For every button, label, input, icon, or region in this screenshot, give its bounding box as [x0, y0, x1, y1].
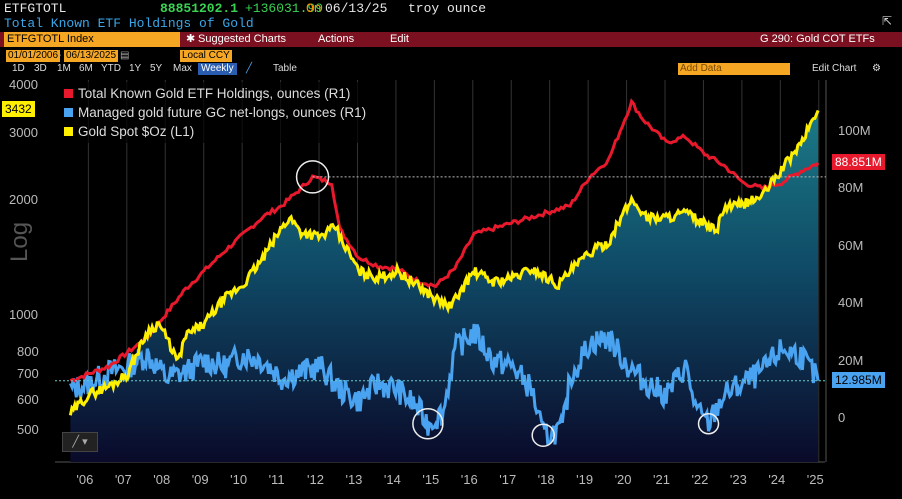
calendar-icon[interactable]: ▤ — [120, 50, 130, 61]
legend-label-etf: Total Known Gold ETF Holdings, ounces (R… — [78, 86, 351, 101]
period-1m[interactable]: 1M — [57, 63, 71, 74]
template-link[interactable]: G 290: Gold COT ETFs — [760, 33, 875, 45]
managed-net-longs-line — [69, 323, 820, 447]
legend-item-etf[interactable]: Total Known Gold ETF Holdings, ounces (R… — [64, 84, 366, 103]
last-value: 88851202.1 — [160, 1, 239, 16]
left-tick-label: 700 — [17, 365, 39, 381]
period-6m[interactable]: 6M — [79, 63, 93, 74]
x-tick-label: '14 — [383, 472, 401, 487]
x-tick-label: '16 — [460, 472, 478, 487]
legend-label-nets: Managed gold future GC net-longs, ounces… — [78, 105, 367, 120]
axis-scale-label: Log — [6, 221, 33, 262]
legend-swatch-gold — [64, 127, 73, 136]
table-button[interactable]: Table — [273, 63, 297, 74]
chart-type-icon[interactable]: ╱ — [246, 63, 253, 74]
x-tick-label: '23 — [729, 472, 747, 487]
date-separator: - — [58, 50, 62, 61]
period-3d[interactable]: 3D — [34, 63, 47, 74]
start-date-field[interactable]: 01/01/2006 — [6, 50, 61, 62]
left-tick-label: 1000 — [9, 306, 38, 322]
x-tick-label: '12 — [307, 472, 324, 487]
change-value: +136031.99 — [245, 1, 324, 16]
x-tick-label: '22 — [691, 472, 709, 487]
x-tick-label: '06 — [76, 472, 94, 487]
period-1y[interactable]: 1Y — [129, 63, 142, 74]
chart-mode-button[interactable]: ╱ ▾ — [62, 432, 98, 452]
x-tick-label: '17 — [499, 472, 517, 487]
left-tick-label: 4000 — [9, 77, 38, 92]
x-tick-label: '08 — [153, 472, 171, 487]
popout-icon[interactable]: ⇱ — [882, 14, 893, 28]
right-tick-label: 20M — [838, 352, 864, 368]
function-toolbar: ETFGTOTL Index ✱ Suggested Charts Action… — [0, 32, 902, 47]
etf-peak-circle — [295, 160, 330, 194]
period-ytd[interactable]: YTD — [101, 63, 121, 74]
unit-label: troy ounce — [408, 1, 487, 16]
legend-item-gold[interactable]: Gold Spot $Oz (L1) — [64, 122, 366, 141]
x-tick-label: '24 — [768, 472, 786, 487]
x-tick-label: '21 — [653, 472, 670, 487]
period-max[interactable]: Max — [173, 63, 192, 74]
on-label: On — [306, 1, 322, 16]
nets-low-circle-2022 — [697, 412, 720, 435]
etf-last-tag: 88.851M — [832, 154, 885, 170]
left-tick-label: 2000 — [9, 191, 38, 207]
actions-menu[interactable]: Actions — [318, 33, 355, 45]
x-tick-label: '09 — [191, 472, 209, 487]
left-tick-label: 500 — [17, 421, 39, 437]
left-tick-label: 3000 — [9, 124, 38, 140]
end-date-field[interactable]: 06/13/2025 — [64, 50, 119, 62]
x-tick-label: '07 — [114, 472, 132, 487]
x-tick-label: '18 — [537, 472, 555, 487]
date-range-bar: 01/01/2006 - 06/13/2025 ▤ Local CCY — [0, 50, 902, 63]
left-tick-label: 600 — [17, 391, 39, 407]
add-data-field[interactable]: Add Data — [678, 63, 790, 75]
nets-low-circle-2018 — [531, 423, 555, 447]
edit-chart-button[interactable]: Edit Chart — [812, 63, 857, 74]
left-tick-label: 800 — [17, 343, 39, 359]
right-tick-label: 0 — [838, 410, 846, 425]
nets-last-tag: 12.985M — [832, 372, 885, 388]
right-tick-label: 40M — [838, 295, 864, 311]
legend-swatch-etf — [64, 89, 73, 98]
x-tick-label: '15 — [422, 472, 440, 487]
security-description: Total Known ETF Holdings of Gold — [4, 16, 254, 31]
etf-holdings-line — [69, 98, 820, 383]
legend-item-nets[interactable]: Managed gold future GC net-longs, ounces… — [64, 103, 366, 122]
x-tick-label: '11 — [268, 472, 285, 487]
x-tick-label: '20 — [614, 472, 632, 487]
ticker-symbol: ETFGTOTL — [4, 1, 67, 16]
header-bar: ETFGTOTL 88851202.1 +136031.99 On 06/13/… — [0, 0, 902, 32]
right-tick-label: 100M — [838, 123, 871, 138]
period-bar: 1D 3D 1M 6M YTD 1Y 5Y Max Weekly ╱ Table… — [0, 63, 902, 76]
currency-select[interactable]: Local CCY — [180, 50, 232, 62]
legend-swatch-nets — [64, 108, 73, 117]
frequency-select[interactable]: Weekly — [198, 63, 237, 75]
edit-menu[interactable]: Edit — [390, 33, 409, 45]
gold-last-tag: 3432 — [2, 101, 35, 117]
period-5y[interactable]: 5Y — [150, 63, 163, 74]
suggested-charts-menu[interactable]: Suggested Charts — [198, 33, 287, 45]
legend-label-gold: Gold Spot $Oz (L1) — [78, 124, 195, 139]
nets-low-circle-2015 — [412, 407, 444, 440]
gold-area-fill — [70, 110, 819, 463]
suggested-charts-icon: ✱ — [186, 33, 196, 45]
x-tick-label: '19 — [576, 472, 594, 487]
x-tick-label: '10 — [230, 472, 248, 487]
gear-icon[interactable]: ⚙ — [872, 63, 881, 74]
x-tick-label: '25 — [806, 472, 824, 487]
right-tick-label: 80M — [838, 180, 864, 196]
chart-legend: Total Known Gold ETF Holdings, ounces (R… — [60, 82, 371, 143]
right-tick-label: 60M — [838, 237, 864, 253]
security-field[interactable]: ETFGTOTL Index — [4, 32, 180, 47]
gold-spot-line — [68, 109, 820, 416]
as-of-date: 06/13/25 — [325, 1, 388, 16]
x-tick-label: '13 — [345, 472, 363, 487]
period-1d[interactable]: 1D — [12, 63, 25, 74]
